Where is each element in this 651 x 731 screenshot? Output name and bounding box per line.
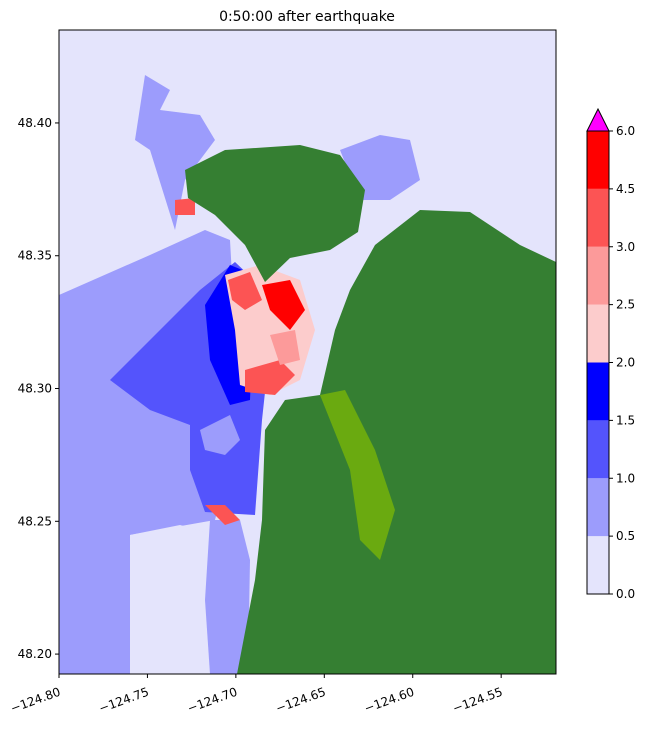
x-tick-label: −124.70	[185, 685, 239, 716]
colorbar-band	[587, 478, 609, 537]
depth-zone	[205, 505, 240, 525]
depth-zone	[270, 330, 300, 365]
depth-zone	[175, 198, 195, 215]
colorbar-tick-label: 3.0	[616, 240, 635, 254]
colorbar-tick-label: 0.0	[616, 587, 635, 601]
y-tick-label: 48.20	[18, 647, 52, 661]
y-tick-label: 48.35	[18, 249, 52, 263]
x-tick-label: −124.80	[9, 685, 63, 716]
depth-zone	[130, 525, 215, 674]
colorbar-band	[587, 420, 609, 479]
colorbar-tick-label: 6.0	[616, 124, 635, 138]
y-tick-label: 48.30	[18, 382, 52, 396]
chart-title: 0:50:00 after earthquake	[219, 9, 395, 25]
depth-zone	[228, 272, 262, 310]
colorbar-band	[587, 362, 609, 421]
colorbar-tick-label: 1.5	[616, 413, 635, 427]
x-tick-label: −124.75	[97, 685, 151, 716]
depth-zone	[262, 280, 305, 330]
x-tick-label: −124.65	[274, 685, 328, 716]
x-tick-label: −124.55	[451, 685, 505, 716]
y-tick-label: 48.25	[18, 514, 52, 528]
depth-zone	[135, 75, 215, 230]
colorbar-band	[587, 188, 609, 247]
colorbar-band	[587, 246, 609, 305]
depth-zone	[200, 415, 240, 455]
colorbar-band	[587, 304, 609, 363]
land	[185, 145, 365, 282]
axes-frame	[58, 29, 557, 675]
land	[237, 210, 556, 674]
colorbar-tick-label: 2.0	[616, 356, 635, 370]
depth-zone	[245, 360, 295, 395]
colorbar-extend	[586, 107, 610, 132]
colorbar-tick-label: 4.5	[616, 182, 635, 196]
colorbar-band	[587, 131, 609, 189]
colorbar-band	[587, 536, 609, 594]
map	[59, 30, 556, 674]
y-tick-label: 48.40	[18, 116, 52, 130]
colorbar-tick-label: 1.0	[616, 471, 635, 485]
colorbar-tick-label: 2.5	[616, 298, 635, 312]
colorbar-tick-label: 0.5	[616, 529, 635, 543]
lowland	[320, 390, 395, 560]
x-tick-label: −124.60	[362, 685, 416, 716]
depth-zone	[205, 520, 250, 674]
